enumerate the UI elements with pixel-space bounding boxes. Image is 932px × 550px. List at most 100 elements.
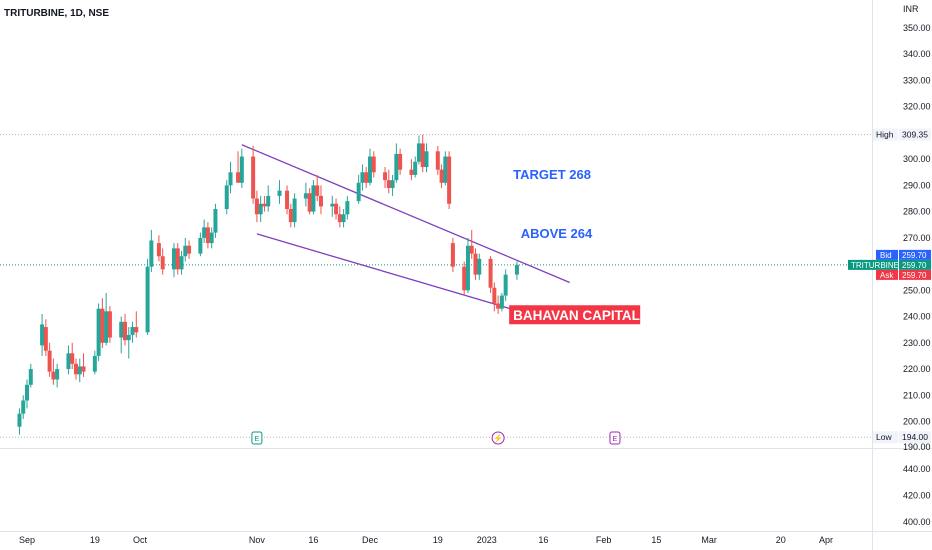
candle — [51, 358, 56, 385]
annotations: TARGET 268 ABOVE 264 BAHAVAN CAPITAL — [509, 167, 641, 325]
candle-body — [25, 384, 29, 401]
time-axis[interactable]: Sep 19 Oct Nov 16 Dec 19 2023 16 Feb 15 Mar 20 Apr — [19, 535, 833, 545]
x-tick-label: Apr — [819, 535, 833, 545]
candle — [25, 379, 29, 409]
candle — [77, 358, 82, 383]
candle — [251, 146, 256, 204]
candle — [315, 174, 320, 202]
candle — [439, 164, 444, 189]
candle — [341, 209, 346, 228]
candle-body — [122, 321, 127, 341]
candle-body — [21, 400, 26, 414]
y-tick-label: 340.00 — [903, 49, 931, 59]
candle-body — [96, 308, 101, 356]
candle — [360, 164, 365, 191]
x-tick-label: Feb — [596, 535, 612, 545]
candle-body — [156, 243, 161, 257]
symbol-tag-bg — [848, 259, 898, 270]
low-tag-label-bg — [873, 431, 898, 444]
candle-body — [239, 156, 244, 183]
split-event-symbol: ⚡ — [493, 433, 503, 443]
candle — [420, 134, 425, 173]
candle — [424, 143, 429, 173]
event-markers[interactable]: E ⚡ E — [251, 431, 621, 445]
candle — [364, 167, 369, 189]
candle — [334, 198, 339, 220]
bid-value: 259.70 — [902, 251, 927, 260]
candle-body — [360, 172, 365, 183]
candle-body — [107, 311, 112, 338]
candle-body — [92, 355, 97, 372]
candle-body — [77, 366, 82, 375]
candle-body — [183, 245, 188, 257]
y-tick-label: 280.00 — [903, 207, 931, 217]
low-tag-label: Low — [876, 432, 892, 442]
candle — [198, 232, 203, 257]
candle — [179, 250, 184, 275]
candle — [262, 195, 267, 212]
candle — [337, 206, 342, 228]
candle-body — [465, 245, 470, 291]
candle — [66, 345, 71, 375]
candle — [70, 342, 75, 370]
candle-body — [43, 327, 48, 351]
x-tick-label: 15 — [651, 535, 661, 545]
y-tick-label: 240.00 — [903, 312, 931, 322]
candle — [224, 180, 229, 215]
candle — [330, 195, 335, 217]
candle-body — [288, 209, 293, 223]
price-axis[interactable]: 200.00210.00220.00230.00240.00250.00260.… — [848, 23, 931, 527]
candle — [383, 167, 388, 189]
candle — [311, 180, 316, 215]
candle-body — [398, 153, 403, 170]
candle-body — [205, 227, 210, 244]
x-tick-label: Sep — [19, 535, 35, 545]
y-tick-label: 330.00 — [903, 75, 931, 85]
candle — [183, 237, 188, 262]
candle-body — [462, 266, 467, 291]
candle-body — [262, 203, 267, 207]
y-tick-label: 350.00 — [903, 23, 931, 33]
candle — [96, 303, 101, 362]
candle — [73, 358, 78, 380]
candlesticks — [17, 134, 519, 435]
candle — [145, 258, 150, 335]
candle-body — [367, 156, 372, 183]
earnings-event-icon — [609, 431, 621, 445]
candle-body — [386, 180, 391, 189]
candle-body — [266, 195, 271, 207]
candle — [81, 353, 86, 377]
candle-body — [409, 169, 414, 175]
candle-body — [160, 256, 165, 270]
candle-body — [345, 201, 350, 215]
earnings-event-icon — [251, 431, 263, 445]
candle-body — [394, 153, 399, 181]
y-tick-label: 200.00 — [903, 417, 931, 427]
candle — [119, 316, 124, 354]
candle — [409, 159, 414, 181]
candle — [288, 203, 293, 228]
candle-body — [303, 193, 308, 199]
candle — [28, 363, 33, 388]
candle-body — [198, 237, 203, 254]
candle-body — [514, 264, 519, 275]
candle — [443, 151, 448, 186]
candle — [318, 185, 323, 215]
high-tag-label-bg — [873, 128, 898, 141]
y-tick-label: 290.00 — [903, 180, 931, 190]
candle-body — [202, 227, 207, 238]
trendlines — [241, 144, 570, 323]
high-tag-value: 309.35 — [902, 130, 928, 140]
candle — [477, 253, 482, 280]
candle — [122, 313, 127, 346]
candle-body — [175, 248, 180, 270]
target-label: TARGET 268 — [513, 167, 591, 182]
candle — [100, 298, 105, 349]
candle-body — [443, 156, 448, 183]
candle-body — [254, 198, 259, 215]
candle-body — [473, 253, 478, 275]
y-tick-label: 230.00 — [903, 338, 931, 348]
x-tick-label: Oct — [133, 535, 148, 545]
candle-body — [292, 198, 297, 223]
